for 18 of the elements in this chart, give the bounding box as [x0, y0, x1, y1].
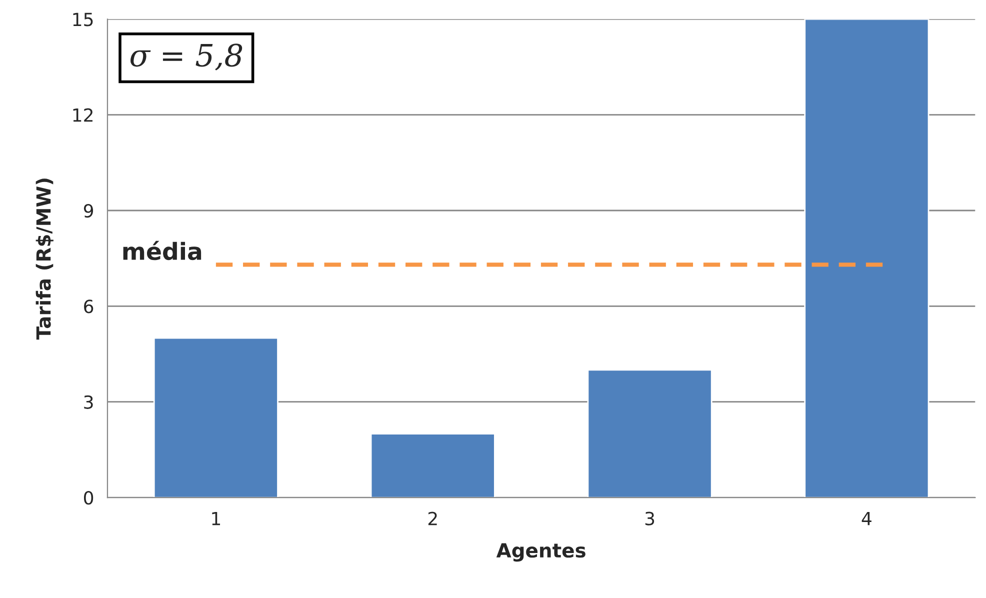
y-tick-label: 15 [73, 12, 93, 26]
x-tick-label: 1 [212, 512, 220, 526]
y-tick-label: 6 [84, 300, 94, 314]
x-tick-label: 2 [428, 512, 437, 526]
x-tick-label: 4 [862, 512, 872, 526]
y-tick-label: 12 [73, 108, 92, 122]
x-tick-label: 3 [645, 512, 654, 526]
annotation: σ = 5,8 [130, 44, 242, 70]
bar [804, 19, 930, 498]
bar [370, 433, 496, 498]
y-tick-label: 3 [84, 395, 93, 409]
y-axis-title: Tarifa (R$/MW) [36, 178, 54, 340]
x-axis-title: Agentes [496, 543, 586, 562]
bar [153, 337, 278, 498]
y-tick-label: 0 [84, 490, 94, 505]
y-tick-label: 9 [84, 204, 94, 218]
bar [587, 369, 712, 498]
ref-line-label: média [123, 240, 202, 260]
